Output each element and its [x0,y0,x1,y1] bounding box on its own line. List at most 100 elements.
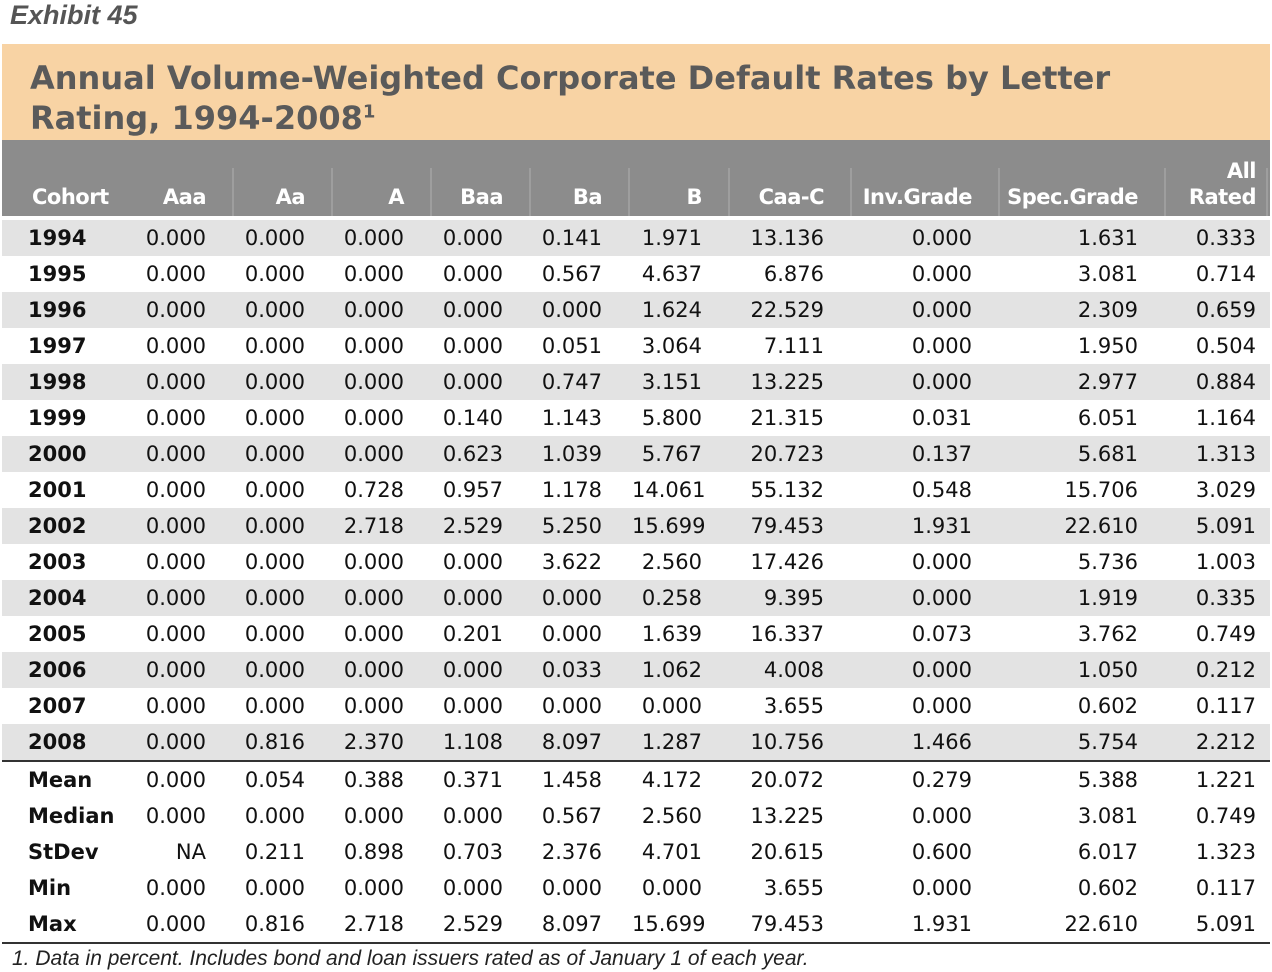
table-cell: 0.000 [442,876,503,900]
table-cell: 4.172 [632,760,732,798]
table-cell: 2.560 [641,550,702,574]
table-cell: 0.000 [137,436,236,472]
table-cell: 3.029 [1195,478,1256,502]
header-separator [1266,168,1268,216]
table-row: 1994 0.000 0.000 0.000 0.000 0.141 1.971 13.136… [2,220,1270,256]
footnote: 1. Data in percent. Includes bond and lo… [12,947,809,970]
table-cell: 0.000 [145,876,206,900]
table-cell: 0.073 [911,622,972,646]
table-cell: 13.225 [732,364,854,400]
table-cell: 0.000 [244,406,305,430]
table-row: 1998 0.000 0.000 0.000 0.000 0.747 3.151 13.225… [2,364,1270,400]
table-cell: 13.225 [750,804,824,828]
table-cell: 0.000 [335,652,434,688]
row-label: 1994 [2,220,137,256]
table-cell: 0.000 [541,694,602,718]
table-cell: 1.062 [632,652,732,688]
table-cell: 3.655 [763,876,824,900]
table-cell: 0.000 [343,804,404,828]
table-cell: 1.458 [533,760,632,798]
table-cell: 0.000 [911,876,972,900]
table-cell: 0.335 [1168,580,1270,616]
table-cell: 1.931 [854,906,1002,944]
table-cell: 0.884 [1168,364,1270,400]
column-header-label-7: Caa-C [758,185,825,209]
table-cell: 0.141 [533,220,632,256]
column-header-7: Caa-C [758,184,825,210]
row-label: StDev [28,840,99,864]
column-header-label-9: Spec.Grade [1007,185,1138,209]
table-cell: 2.309 [1002,292,1168,328]
table-cell: 2.529 [434,508,533,544]
row-label: Mean [2,760,137,798]
table-cell: 1.287 [632,724,732,761]
table-row: 1995 0.000 0.000 0.000 0.000 0.567 4.637 6.876 0… [2,256,1270,292]
table-cell: 1.178 [541,478,602,502]
table-cell: 20.615 [750,840,824,864]
title-band: Annual Volume-Weighted Corporate Default… [2,44,1270,140]
table-cell: 0.000 [244,334,305,358]
table-cell: 0.000 [434,580,533,616]
table-cell: 0.000 [854,580,1002,616]
table-cell: 0.747 [533,364,632,400]
table-cell: 4.701 [641,840,702,864]
table-cell: 2.718 [335,906,434,944]
table-cell: 16.337 [750,622,824,646]
table-cell: 0.000 [442,694,503,718]
title-footnote-marker: 1 [362,101,376,123]
table-cell: 0.137 [854,436,1002,472]
column-header-6: B [686,184,702,210]
table-cell: 0.000 [137,220,236,256]
table-cell: 6.876 [763,262,824,286]
row-label: 1997 [28,334,87,358]
table-cell: 22.610 [1002,508,1168,544]
column-header-3: A [388,184,404,210]
column-header-1: Aaa [163,184,207,210]
table-cell: 0.000 [343,262,404,286]
table-cell: 0.000 [541,622,602,646]
table-row: 2000 0.000 0.000 0.000 0.623 1.039 5.767 20.723… [2,436,1270,472]
table-cell: 0.659 [1168,292,1270,328]
table-cell: 0.602 [1077,876,1138,900]
table-cell: 55.132 [750,478,824,502]
table-cell: 9.395 [732,580,854,616]
table-cell: 0.054 [236,760,335,798]
table-cell: 0.371 [434,760,533,798]
table-cell: 79.453 [732,508,854,544]
table-cell: 0.000 [854,364,1002,400]
column-header-label-10: Rated [1188,185,1257,209]
table-cell: 0.600 [911,840,972,864]
table-cell: 0.728 [343,478,404,502]
table-cell: 0.000 [434,652,533,688]
table-row: 2007 0.000 0.000 0.000 0.000 0.000 0.000 3.655 0… [2,688,1270,724]
table-cell: 0.000 [244,478,305,502]
column-header-label-8: Inv.Grade [862,185,973,209]
table-cell: 3.081 [1077,804,1138,828]
row-label: 2006 [2,652,137,688]
table-cell: 0.388 [335,760,434,798]
column-header-label-4: Baa [460,185,503,209]
table-cell: 0.117 [1195,876,1256,900]
table-row: Median 0.000 0.000 0.000 0.000 0.567 2.560 13.2… [2,798,1270,834]
table-cell: 0.000 [244,622,305,646]
table-cell: 5.767 [632,436,732,472]
table-cell: 6.051 [1077,406,1138,430]
row-label: 1995 [28,262,87,286]
table-cell: 0.000 [343,406,404,430]
table-row: 2002 0.000 0.000 2.718 2.529 5.250 15.699 79.45… [2,508,1270,544]
table-cell: 5.754 [1002,724,1168,761]
table-cell: 0.898 [343,840,404,864]
table-cell: 1.050 [1002,652,1168,688]
table-cell: 0.000 [137,580,236,616]
table-cell: 0.000 [236,580,335,616]
table-cell: 20.072 [732,760,854,798]
table-cell: 0.000 [335,292,434,328]
table-row: 2004 0.000 0.000 0.000 0.000 0.000 0.258 9.395 0… [2,580,1270,616]
table-cell: 2.560 [641,804,702,828]
table-cell: 0.000 [911,694,972,718]
table-cell: 8.097 [533,724,632,761]
table-cell: 0.000 [236,436,335,472]
table-cell: 0.000 [145,478,206,502]
table-cell: 22.529 [732,292,854,328]
exhibit-label: Exhibit 45 [10,0,138,30]
